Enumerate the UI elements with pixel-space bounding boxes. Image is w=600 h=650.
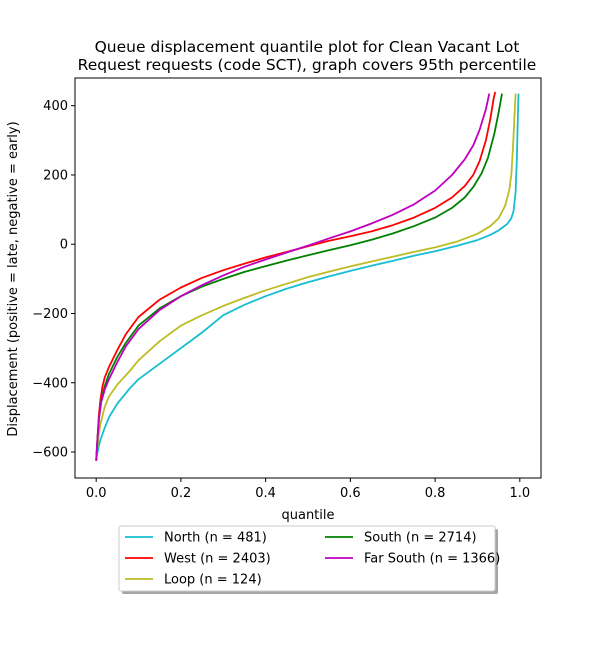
y-tick-label: −400: [32, 376, 68, 391]
legend-label: Far South (n = 1366): [364, 552, 500, 567]
x-tick-label: 0.0: [86, 486, 107, 501]
series-line-3: [95, 93, 503, 461]
series-line-4: [95, 93, 491, 461]
legend-label: West (n = 2403): [164, 552, 271, 567]
y-tick-label: 400: [43, 99, 68, 114]
x-axis-label: quantile: [281, 508, 334, 523]
x-tick-label: 0.6: [340, 486, 361, 501]
legend-items: North (n = 481) West (n = 2403) Loop (n = …: [125, 531, 500, 588]
legend-label: South (n = 2714): [364, 531, 477, 546]
y-axis-label: Displacement (positive = late, negative …: [6, 121, 21, 436]
x-tick-label: 1.0: [509, 486, 530, 501]
series-line-0: [95, 93, 520, 460]
x-tick-label: 0.8: [425, 486, 446, 501]
chart-title-line-1: Queue displacement quantile plot for Cle…: [95, 38, 520, 56]
chart-title-line-2: Request requests (code SCT), graph cover…: [78, 56, 537, 74]
legend: North (n = 481) West (n = 2403) Loop (n = …: [118, 525, 500, 594]
x-axis-ticks: 0.0 0.2 0.4 0.6 0.8 1.0: [86, 478, 530, 501]
y-axis-ticks: 400 200 0 −200 −400 −600: [32, 99, 75, 461]
plot-frame: [74, 77, 542, 479]
x-tick-label: 0.2: [171, 486, 192, 501]
y-tick-label: 200: [43, 168, 68, 183]
legend-label: North (n = 481): [164, 531, 267, 546]
legend-box: [118, 525, 496, 592]
y-tick-label: 0: [60, 238, 68, 253]
x-tick-label: 0.4: [255, 486, 276, 501]
series-layer: [95, 91, 520, 461]
legend-label: Loop (n = 124): [164, 573, 262, 588]
y-tick-label: −600: [32, 446, 68, 461]
y-tick-label: −200: [32, 307, 68, 322]
series-line-1: [95, 91, 497, 461]
series-line-2: [95, 93, 517, 460]
